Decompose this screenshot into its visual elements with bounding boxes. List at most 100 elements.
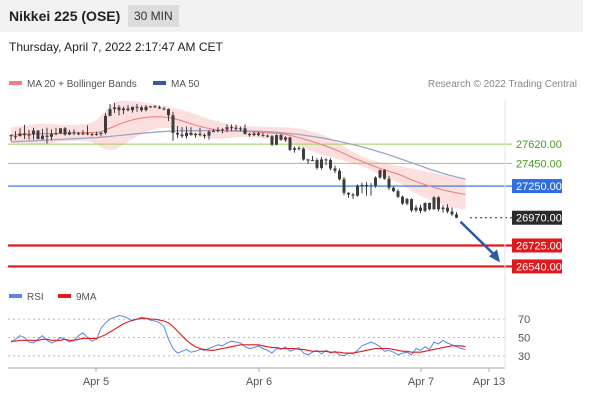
candle-body xyxy=(329,160,332,169)
candle xyxy=(149,106,152,108)
chart-header: Nikkei 225 (OSE) 30 MIN xyxy=(0,0,583,32)
timeframe-button[interactable]: 30 MIN xyxy=(128,5,179,27)
candle-body xyxy=(351,194,355,196)
candle xyxy=(333,165,337,174)
candle xyxy=(252,131,256,137)
candle-body xyxy=(99,132,103,134)
candle xyxy=(261,132,265,137)
candle xyxy=(158,105,161,110)
candle-body xyxy=(95,133,98,135)
candle xyxy=(374,176,377,188)
candle xyxy=(77,131,80,136)
candle xyxy=(135,103,139,112)
ma20-label: MA 20 + Bollinger Bands xyxy=(27,79,137,90)
candle-body xyxy=(113,107,116,110)
x-axis: Apr 5 Apr 6 Apr 7 Apr 13 xyxy=(8,100,506,388)
candle-body xyxy=(198,133,202,136)
candle xyxy=(446,204,449,214)
ma50-label: MA 50 xyxy=(171,79,200,90)
rsi-ma-label: 9MA xyxy=(76,292,97,303)
candle-body xyxy=(288,137,292,150)
candle xyxy=(419,204,422,214)
candle xyxy=(104,113,107,135)
instrument-title: Nikkei 225 (OSE) xyxy=(9,8,121,24)
candle xyxy=(95,131,98,136)
candle xyxy=(180,127,184,138)
candle-body xyxy=(185,132,188,137)
candle-body xyxy=(212,131,215,133)
level-label-bg-support xyxy=(512,259,562,274)
rsi-panel: 70 50 30 xyxy=(8,314,530,363)
candle xyxy=(221,128,224,134)
level-labels: 27620.00 27450.00 27250.00 26970.00 26725.00… xyxy=(512,139,562,274)
candle xyxy=(369,183,373,196)
candle-body xyxy=(36,130,40,140)
candle xyxy=(153,105,157,108)
candle xyxy=(18,128,22,137)
candle xyxy=(234,124,238,131)
candle-body xyxy=(149,106,152,108)
candle-body xyxy=(243,128,247,134)
candle-body xyxy=(153,106,157,108)
candle-body xyxy=(374,177,377,186)
credit-text: Research © 2022 Trading Central xyxy=(427,79,577,90)
candle-body xyxy=(90,133,94,135)
candle-body xyxy=(221,129,224,131)
candle xyxy=(176,126,179,138)
level-label-pivot: 27250.00 xyxy=(516,181,562,193)
candle-body xyxy=(311,160,314,161)
candle xyxy=(360,182,364,194)
level-label-bg-pivot xyxy=(512,179,562,194)
candle-body xyxy=(275,135,278,145)
candle-body xyxy=(441,207,445,210)
candle xyxy=(428,202,431,211)
candle xyxy=(338,168,341,181)
candle xyxy=(432,196,436,210)
candle xyxy=(81,130,85,136)
candle-body xyxy=(86,133,89,135)
candle xyxy=(54,127,58,136)
candle-body xyxy=(279,135,283,140)
candle xyxy=(257,131,260,137)
candle xyxy=(113,102,116,114)
candle-body xyxy=(225,127,229,130)
rsi-ma-swatch xyxy=(58,294,71,299)
candle xyxy=(86,125,89,136)
candle-body xyxy=(392,187,395,192)
rsi-swatch xyxy=(9,294,22,299)
candle-body xyxy=(356,185,359,196)
candle xyxy=(45,127,49,144)
candle-body xyxy=(23,133,26,136)
candle-body xyxy=(284,137,287,140)
candle-body xyxy=(216,130,220,132)
candle xyxy=(27,130,31,140)
candle xyxy=(405,197,409,206)
candle-body xyxy=(41,135,44,140)
level-label-last: 26970.00 xyxy=(516,213,562,225)
level-label-support: 26725.00 xyxy=(516,240,562,252)
candle xyxy=(50,129,53,141)
candle-body xyxy=(432,197,436,210)
candle-body xyxy=(365,184,368,187)
candle xyxy=(216,127,220,133)
candle xyxy=(122,106,125,115)
candle-body xyxy=(360,184,364,186)
candle-body xyxy=(203,135,206,137)
candle xyxy=(297,146,301,151)
candle xyxy=(198,127,202,137)
candle xyxy=(185,126,188,139)
candle-body xyxy=(45,135,49,137)
candle xyxy=(9,134,13,141)
rsi-tick-label: 30 xyxy=(518,351,530,363)
candle xyxy=(414,205,418,213)
candle-body xyxy=(18,133,22,137)
candle xyxy=(387,175,391,190)
candle xyxy=(342,176,346,196)
candle xyxy=(117,105,121,116)
candle-body xyxy=(369,185,373,187)
candle-body xyxy=(68,132,71,135)
candle xyxy=(248,132,251,137)
candle-body xyxy=(383,170,386,179)
candle-body xyxy=(14,136,17,138)
candle-body xyxy=(297,148,301,150)
